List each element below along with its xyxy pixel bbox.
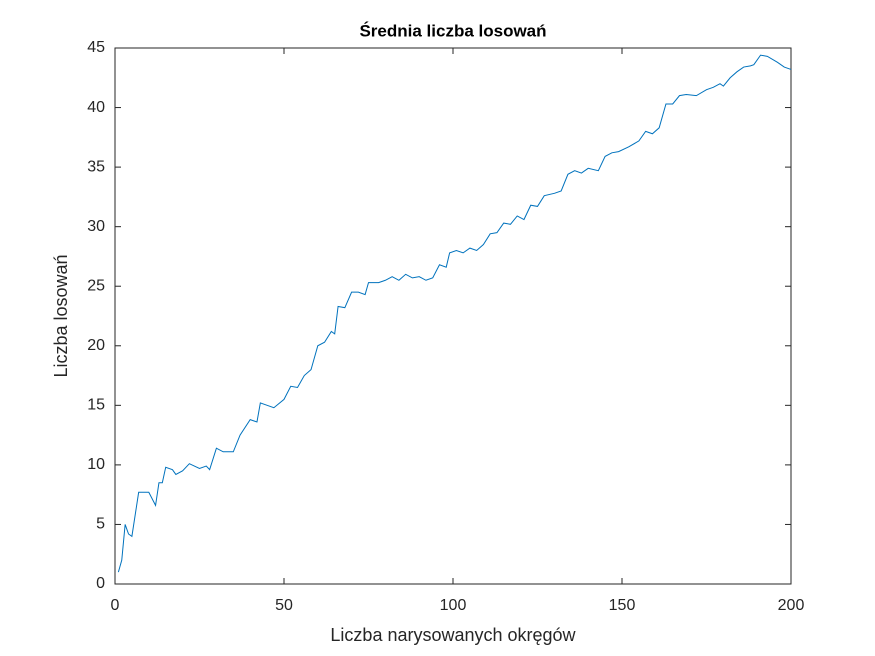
x-tick-label: 200 — [778, 597, 805, 614]
y-tick-label: 20 — [87, 337, 105, 354]
x-axis-label: Liczba narysowanych okręgów — [330, 625, 576, 645]
plot-box — [114, 47, 792, 585]
x-tick-label: 0 — [111, 597, 120, 614]
y-tick-label: 5 — [96, 516, 105, 533]
y-tick-label: 0 — [96, 575, 105, 592]
y-tick-label: 35 — [87, 158, 105, 175]
data-line — [117, 54, 792, 573]
y-tick-label: 40 — [87, 99, 105, 116]
x-tick-label: 150 — [609, 597, 636, 614]
y-tick-label: 10 — [87, 456, 105, 473]
y-axis-label: Liczba losowań — [51, 254, 71, 377]
x-tick-label: 50 — [275, 597, 293, 614]
y-tick-label: 45 — [87, 39, 105, 56]
y-tick-label: 30 — [87, 218, 105, 235]
y-tick-label: 15 — [87, 397, 105, 414]
chart-title: Średnia liczba losowań — [359, 21, 546, 40]
x-tick-label: 100 — [440, 597, 467, 614]
y-tick-label: 25 — [87, 277, 105, 294]
